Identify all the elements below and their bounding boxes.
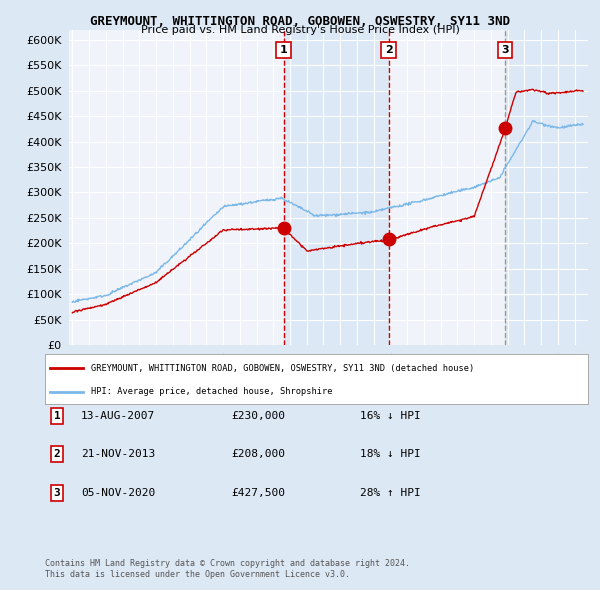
- Text: HPI: Average price, detached house, Shropshire: HPI: Average price, detached house, Shro…: [91, 387, 332, 396]
- Text: 1: 1: [280, 45, 287, 55]
- Text: GREYMOUNT, WHITTINGTON ROAD, GOBOWEN, OSWESTRY, SY11 3ND: GREYMOUNT, WHITTINGTON ROAD, GOBOWEN, OS…: [90, 15, 510, 28]
- Text: £230,000: £230,000: [231, 411, 285, 421]
- Text: 2: 2: [53, 450, 61, 459]
- Text: £427,500: £427,500: [231, 488, 285, 497]
- Text: Price paid vs. HM Land Registry's House Price Index (HPI): Price paid vs. HM Land Registry's House …: [140, 25, 460, 35]
- Text: £208,000: £208,000: [231, 450, 285, 459]
- Text: 13-AUG-2007: 13-AUG-2007: [81, 411, 155, 421]
- Bar: [284, 30, 389, 345]
- Text: 2: 2: [385, 45, 392, 55]
- Text: 3: 3: [53, 488, 61, 497]
- Text: 16% ↓ HPI: 16% ↓ HPI: [360, 411, 421, 421]
- Text: 05-NOV-2020: 05-NOV-2020: [81, 488, 155, 497]
- Text: 21-NOV-2013: 21-NOV-2013: [81, 450, 155, 459]
- Text: 18% ↓ HPI: 18% ↓ HPI: [360, 450, 421, 459]
- Text: This data is licensed under the Open Government Licence v3.0.: This data is licensed under the Open Gov…: [45, 571, 350, 579]
- Text: GREYMOUNT, WHITTINGTON ROAD, GOBOWEN, OSWESTRY, SY11 3ND (detached house): GREYMOUNT, WHITTINGTON ROAD, GOBOWEN, OS…: [91, 363, 475, 372]
- Text: 3: 3: [502, 45, 509, 55]
- Text: 1: 1: [53, 411, 61, 421]
- Bar: [505, 30, 588, 345]
- Text: Contains HM Land Registry data © Crown copyright and database right 2024.: Contains HM Land Registry data © Crown c…: [45, 559, 410, 568]
- Text: 28% ↑ HPI: 28% ↑ HPI: [360, 488, 421, 497]
